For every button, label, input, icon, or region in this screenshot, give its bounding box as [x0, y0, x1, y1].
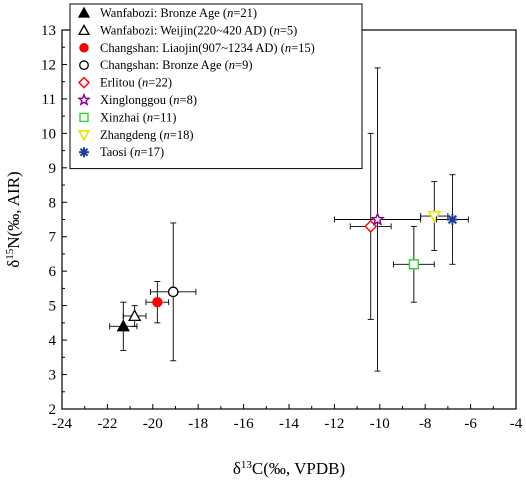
legend-item: Xinglonggou (n=8): [77, 92, 197, 107]
legend-marker: [77, 24, 91, 36]
legend-marker: [77, 130, 91, 142]
y-tick-label: 9: [49, 161, 57, 177]
x-tick-label: -14: [279, 416, 299, 432]
legend-item: Changshan: Bronze Age (n=9): [79, 58, 253, 72]
legend-item: Wanfabozi: Weijin(220~420 AD) (n=5): [77, 23, 297, 37]
legend-marker: [79, 147, 89, 158]
legend: Wanfabozi: Bronze Age (n=21) Wanfabozi: W…: [69, 3, 363, 170]
legend-label: Wanfabozi: Weijin(220~420 AD) (n=5): [100, 23, 297, 37]
x-tick-label: -24: [52, 416, 72, 432]
point-marker: [427, 210, 442, 224]
legend-label: Xinglonggou (n=8): [100, 93, 197, 107]
x-tick-label: -16: [234, 416, 254, 432]
asterisk-stroke: [79, 147, 89, 157]
x-tick-label: -4: [510, 416, 523, 432]
y-tick-label: 11: [42, 92, 56, 108]
legend-marker: [79, 43, 89, 53]
y-tick-label: 13: [41, 23, 56, 39]
legend-label: Zhangdeng (n=18): [100, 128, 194, 142]
legend-item: Zhangdeng (n=18): [77, 128, 194, 142]
y-tick-label: 10: [41, 126, 56, 142]
series-point: [145, 281, 170, 324]
legend-label: Wanfabozi: Bronze Age (n=21): [100, 6, 257, 20]
legend-item: Xinzhai (n=11): [79, 110, 176, 124]
legend-label: Erlitou (n=22): [100, 76, 172, 90]
y-tick-label: 2: [49, 402, 57, 418]
series-point: [436, 174, 469, 265]
x-axis-title: δ13C(‰, VPDB): [233, 459, 345, 478]
legend-marker: [79, 112, 89, 123]
x-tick-label: -8: [419, 416, 432, 432]
x-tick-label: -12: [324, 416, 344, 432]
y-tick-label: 3: [49, 368, 57, 384]
data-marks: [109, 67, 469, 372]
series-point: [420, 181, 449, 251]
legend-label: Xinzhai (n=11): [100, 110, 176, 124]
series-point: [150, 222, 197, 362]
point-marker: [408, 259, 419, 270]
series-point: [333, 67, 422, 372]
y-tick-label: 5: [49, 299, 57, 315]
series-point: [122, 305, 147, 327]
x-tick-label: -18: [188, 416, 208, 432]
point-marker: [152, 297, 163, 308]
plot-area: -24 -22 -20 -18 -16 -14 -12 -10 -8 -6 -4 2 3 4 5 6 7 8 9 10…: [41, 23, 523, 432]
legend-box: [69, 3, 363, 170]
y-axis-title: δ15N(‰, AIR): [4, 171, 23, 267]
y-tick-label: 8: [49, 195, 57, 211]
x-tick-label: -10: [370, 416, 390, 432]
asterisk-stroke: [447, 214, 458, 225]
legend-label: Changshan: Bronze Age (n=9): [100, 58, 253, 72]
x-tick-label: -6: [464, 416, 477, 432]
legend-item: Taosi (n=17): [79, 145, 164, 159]
point-marker: [116, 319, 130, 332]
legend-label: Changshan: Liaojin(907~1234 AD) (n=15): [100, 41, 315, 55]
legend-marker: [79, 60, 89, 71]
y-tick-label: 12: [41, 57, 56, 73]
point-marker: [167, 286, 179, 298]
point-marker: [128, 309, 142, 322]
x-tick-label: -20: [143, 416, 163, 432]
x-tick-label: -22: [97, 416, 117, 432]
y-tick-label: 6: [49, 264, 57, 280]
series-point: [392, 225, 435, 303]
series-point: [349, 132, 392, 320]
legend-item: Changshan: Liaojin(907~1234 AD) (n=15): [79, 41, 315, 55]
legend-marker: [78, 76, 90, 89]
axis-titles: δ13C(‰, VPDB) δ15N(‰, AIR): [4, 171, 345, 478]
legend-marker: [77, 92, 91, 106]
legend-item: Wanfabozi: Bronze Age (n=21): [77, 6, 257, 20]
y-tick-label: 7: [49, 230, 57, 246]
y-tick-label: 4: [49, 333, 57, 349]
point-marker: [446, 214, 458, 225]
legend-marker: [77, 6, 91, 18]
point-marker: [370, 211, 385, 226]
legend-item: Erlitou (n=22): [78, 76, 172, 90]
legend-label: Taosi (n=17): [100, 145, 164, 159]
